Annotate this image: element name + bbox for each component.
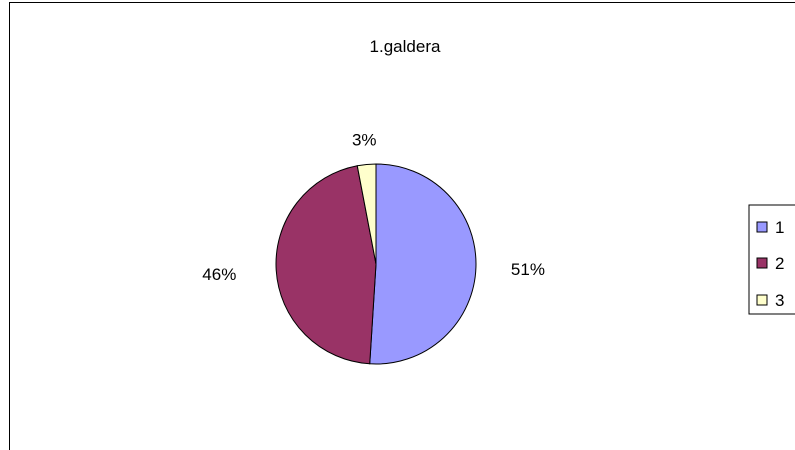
- legend-label: 1: [775, 218, 784, 237]
- pie-slice-3: [356, 163, 377, 265]
- legend-box: [748, 204, 795, 315]
- legend-swatch: [756, 294, 768, 306]
- pie-data-label-2: 46%: [202, 265, 236, 284]
- pie-slices: [275, 163, 477, 365]
- legend-item-3: 3: [756, 291, 784, 310]
- pie-slice-2: [275, 165, 377, 365]
- pie-slice-1: [369, 163, 477, 365]
- pie-labels: 51% 46% 3%: [202, 131, 545, 284]
- chart-area: [9, 2, 795, 450]
- pie-data-label-1: 51%: [511, 260, 545, 279]
- chart-title: 1.galdera: [370, 37, 441, 56]
- legend: 1 2 3: [748, 204, 795, 315]
- legend-label: 2: [775, 254, 784, 273]
- legend-swatch: [756, 221, 768, 233]
- pie-data-label-3: 3%: [352, 131, 377, 150]
- legend-item-1: 1: [756, 218, 784, 237]
- legend-swatch: [756, 257, 768, 269]
- legend-label: 3: [775, 291, 784, 310]
- legend-item-2: 2: [756, 254, 784, 273]
